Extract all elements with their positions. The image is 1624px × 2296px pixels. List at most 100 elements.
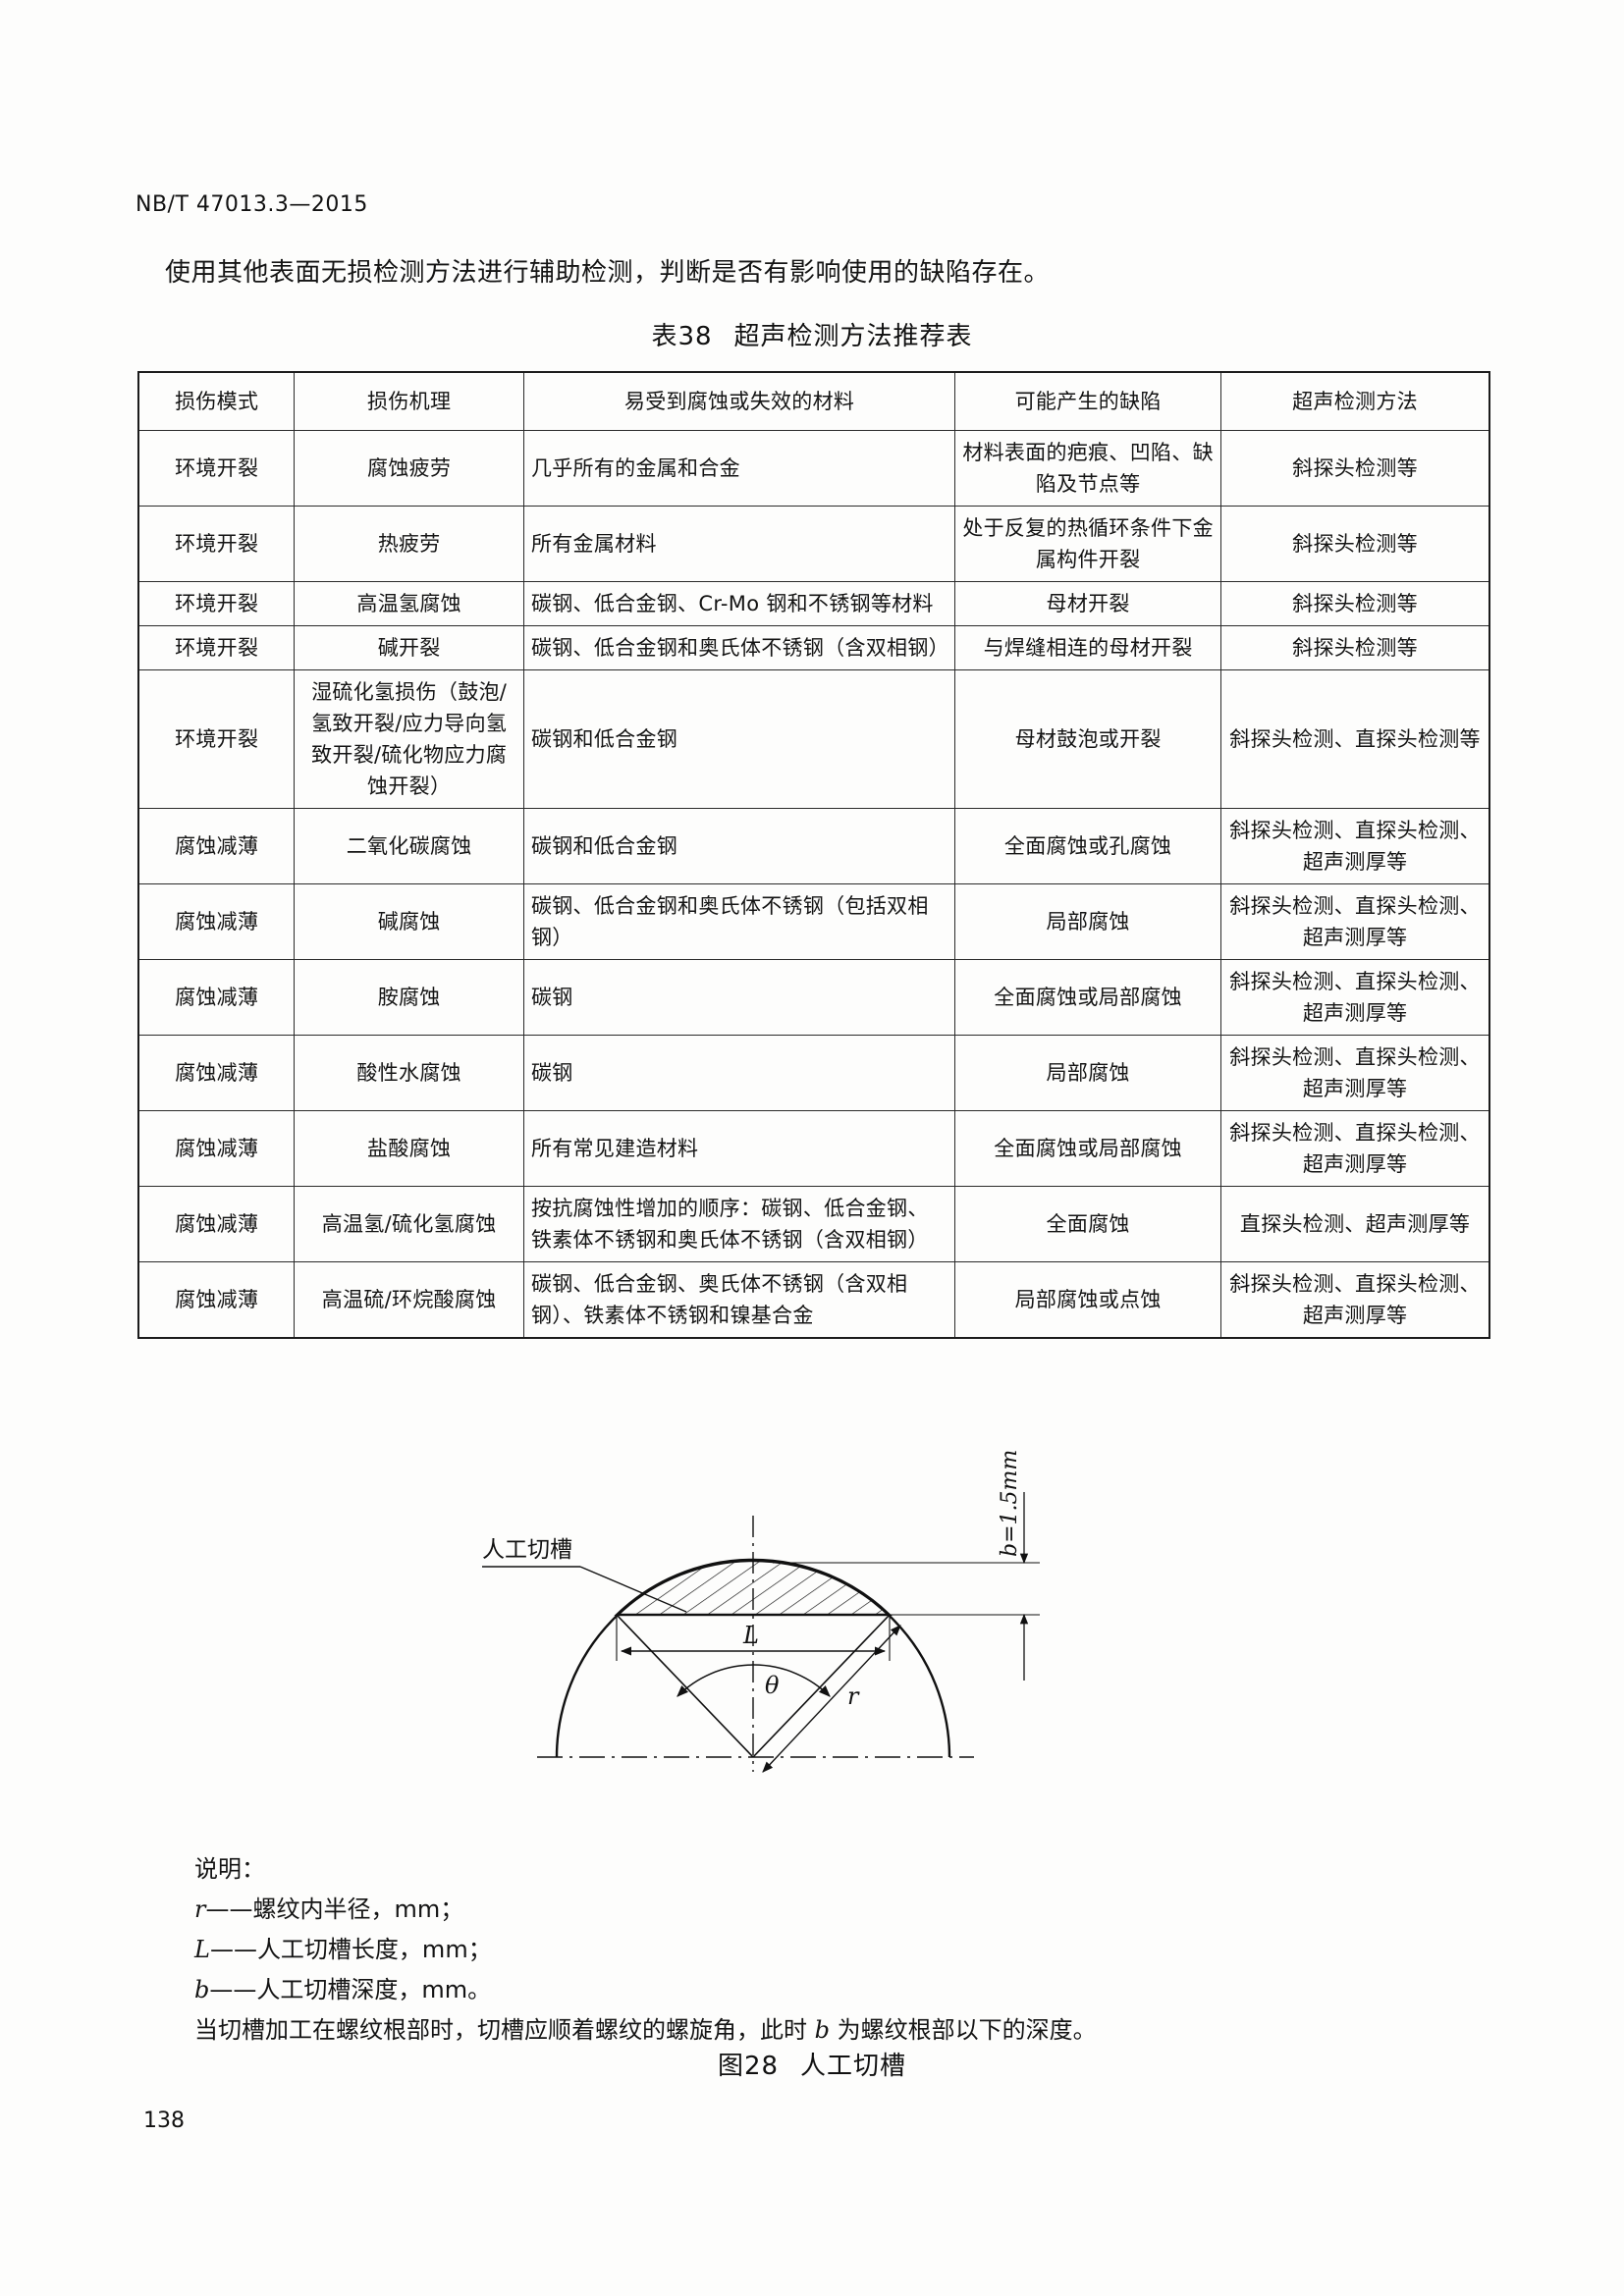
cell-ut-method: 斜探头检测、直探头检测、超声测厚等 — [1220, 1261, 1490, 1339]
table-row: 腐蚀减薄 胺腐蚀 碳钢 全面腐蚀或局部腐蚀 斜探头检测、直探头检测、超声测厚等 — [137, 959, 1490, 1036]
legend-item-r: r——螺纹内半径，mm； — [194, 1890, 1373, 1930]
cell-damage-mechanism: 高温硫/环烷酸腐蚀 — [294, 1261, 524, 1339]
cell-susceptible-material: 碳钢、低合金钢和奥氏体不锈钢（含双相钢） — [522, 625, 956, 670]
cell-susceptible-material: 碳钢和低合金钢 — [522, 669, 956, 809]
figure-label-angle: θ — [765, 1672, 780, 1699]
legend-note: 当切槽加工在螺纹根部时，切槽应顺着螺纹的螺旋角，此时 b 为螺纹根部以下的深度。 — [194, 2010, 1373, 2051]
cell-ut-method: 斜探头检测等 — [1220, 625, 1490, 670]
legend-dash-b: —— — [209, 1976, 257, 2003]
cell-ut-method: 斜探头检测、直探头检测、超声测厚等 — [1220, 959, 1490, 1036]
table-caption: 表38 超声检测方法推荐表 — [0, 316, 1624, 352]
cell-damage-mechanism: 高温氢腐蚀 — [294, 581, 524, 626]
cell-possible-defect: 全面腐蚀或孔腐蚀 — [954, 808, 1222, 884]
table-row: 环境开裂 碱开裂 碳钢、低合金钢和奥氏体不锈钢（含双相钢） 与焊缝相连的母材开裂 斜探头… — [137, 625, 1490, 670]
cell-damage-mechanism: 胺腐蚀 — [294, 959, 524, 1036]
intro-paragraph: 使用其他表面无损检测方法进行辅助检测，判断是否有影响使用的缺陷存在。 — [165, 258, 1051, 288]
table-row: 腐蚀减薄 盐酸腐蚀 所有常见建造材料 全面腐蚀或局部腐蚀 斜探头检测、直探头检测、超声测… — [137, 1110, 1490, 1187]
cell-susceptible-material: 碳钢 — [522, 959, 956, 1036]
cell-damage-mechanism: 湿硫化氢损伤（鼓泡/氢致开裂/应力导向氢致开裂/硫化物应力腐蚀开裂） — [294, 669, 524, 809]
table-row: 环境开裂 高温氢腐蚀 碳钢、低合金钢、Cr-Mo 钢和不锈钢等材料 母材开裂 斜探头检测… — [137, 581, 1490, 626]
cell-damage-mode: 腐蚀减薄 — [137, 1261, 296, 1339]
cell-ut-method: 斜探头检测等 — [1220, 506, 1490, 582]
figure-artificial-notch: 人工切槽 b=1.5mm L θ r — [0, 1433, 1624, 1845]
recommendation-table-wrapper: 损伤模式 损伤机理 易受到腐蚀或失效的材料 可能产生的缺陷 超声检测方法 环境开… — [137, 371, 1490, 1339]
cell-susceptible-material: 几乎所有的金属和合金 — [522, 430, 956, 507]
ultrasonic-method-recommendation-table: 损伤模式 损伤机理 易受到腐蚀或失效的材料 可能产生的缺陷 超声检测方法 环境开… — [137, 371, 1490, 1339]
cell-damage-mode: 腐蚀减薄 — [137, 1035, 296, 1111]
cell-susceptible-material: 按抗腐蚀性增加的顺序：碳钢、低合金钢、铁素体不锈钢和奥氏体不锈钢（含双相钢） — [522, 1186, 956, 1262]
column-header-damage-mechanism: 损伤机理 — [294, 371, 524, 431]
cell-susceptible-material: 所有金属材料 — [522, 506, 956, 582]
cell-susceptible-material: 所有常见建造材料 — [522, 1110, 956, 1187]
figure-legend: 说明： r——螺纹内半径，mm； L——人工切槽长度，mm； b——人工切槽深度… — [194, 1849, 1373, 2051]
cell-damage-mechanism: 碱开裂 — [294, 625, 524, 670]
cell-damage-mechanism: 碱腐蚀 — [294, 883, 524, 960]
column-header-susceptible-material: 易受到腐蚀或失效的材料 — [522, 371, 956, 431]
table-body: 环境开裂 腐蚀疲劳 几乎所有的金属和合金 材料表面的疤痕、凹陷、缺陷及节点等 斜探头检测… — [137, 430, 1490, 1339]
cell-susceptible-material: 碳钢和低合金钢 — [522, 808, 956, 884]
figure-label-notch: 人工切槽 — [482, 1537, 572, 1563]
figure-label-depth: b=1.5mm — [998, 1450, 1022, 1557]
cell-ut-method: 直探头检测、超声测厚等 — [1220, 1186, 1490, 1262]
cell-damage-mechanism: 腐蚀疲劳 — [294, 430, 524, 507]
cell-damage-mechanism: 盐酸腐蚀 — [294, 1110, 524, 1187]
legend-symbol-r: r — [194, 1896, 206, 1923]
cell-damage-mode: 腐蚀减薄 — [137, 883, 296, 960]
cell-possible-defect: 处于反复的热循环条件下金属构件开裂 — [954, 506, 1222, 582]
legend-text-b: 人工切槽深度，mm。 — [256, 1976, 492, 2003]
cell-possible-defect: 材料表面的疤痕、凹陷、缺陷及节点等 — [954, 430, 1222, 507]
table-row: 腐蚀减薄 酸性水腐蚀 碳钢 局部腐蚀 斜探头检测、直探头检测、超声测厚等 — [137, 1035, 1490, 1111]
cell-possible-defect: 全面腐蚀 — [954, 1186, 1222, 1262]
legend-item-L: L——人工切槽长度，mm； — [194, 1930, 1373, 1970]
figure-label-length: L — [742, 1622, 759, 1649]
cell-ut-method: 斜探头检测、直探头检测等 — [1220, 669, 1490, 809]
notch-diagram-svg: 人工切槽 b=1.5mm L θ r — [482, 1450, 1040, 1773]
page-number: 138 — [143, 2109, 185, 2133]
legend-symbol-L: L — [194, 1936, 210, 1963]
cell-damage-mechanism: 酸性水腐蚀 — [294, 1035, 524, 1111]
cell-possible-defect: 全面腐蚀或局部腐蚀 — [954, 1110, 1222, 1187]
figure-caption-number: 图28 — [717, 2052, 780, 2081]
cell-susceptible-material: 碳钢、低合金钢和奥氏体不锈钢（包括双相钢） — [522, 883, 956, 960]
cell-damage-mode: 环境开裂 — [137, 669, 296, 809]
table-row: 腐蚀减薄 高温硫/环烷酸腐蚀 碳钢、低合金钢、奥氏体不锈钢（含双相钢）、铁素体不锈钢… — [137, 1261, 1490, 1339]
column-header-ut-method: 超声检测方法 — [1220, 371, 1490, 431]
cell-ut-method: 斜探头检测、直探头检测、超声测厚等 — [1220, 808, 1490, 884]
legend-symbol-b: b — [194, 1976, 210, 2003]
cell-susceptible-material: 碳钢 — [522, 1035, 956, 1111]
legend-text-L: 人工切槽长度，mm； — [256, 1936, 492, 1963]
cell-ut-method: 斜探头检测、直探头检测、超声测厚等 — [1220, 1110, 1490, 1187]
legend-note-part1: 当切槽加工在螺纹根部时，切槽应顺着螺纹的螺旋角，此时 — [194, 2016, 815, 2044]
table-row: 环境开裂 腐蚀疲劳 几乎所有的金属和合金 材料表面的疤痕、凹陷、缺陷及节点等 斜探头检测… — [137, 430, 1490, 507]
cell-damage-mode: 环境开裂 — [137, 581, 296, 626]
cell-possible-defect: 母材鼓泡或开裂 — [954, 669, 1222, 809]
column-header-damage-mode: 损伤模式 — [137, 371, 296, 431]
table-row: 环境开裂 湿硫化氢损伤（鼓泡/氢致开裂/应力导向氢致开裂/硫化物应力腐蚀开裂） 碳钢… — [137, 669, 1490, 809]
document-header-standard-number: NB/T 47013.3—2015 — [135, 192, 368, 217]
cell-damage-mode: 环境开裂 — [137, 625, 296, 670]
cell-susceptible-material: 碳钢、低合金钢、奥氏体不锈钢（含双相钢）、铁素体不锈钢和镍基合金 — [522, 1261, 956, 1339]
table-row: 腐蚀减薄 碱腐蚀 碳钢、低合金钢和奥氏体不锈钢（包括双相钢） 局部腐蚀 斜探头检测、直探… — [137, 883, 1490, 960]
table-caption-number: 表38 — [651, 322, 713, 351]
legend-text-r: 螺纹内半径，mm； — [252, 1896, 464, 1923]
cell-ut-method: 斜探头检测、直探头检测、超声测厚等 — [1220, 883, 1490, 960]
table-row: 腐蚀减薄 二氧化碳腐蚀 碳钢和低合金钢 全面腐蚀或孔腐蚀 斜探头检测、直探头检测、超声测… — [137, 808, 1490, 884]
cell-ut-method: 斜探头检测、直探头检测、超声测厚等 — [1220, 1035, 1490, 1111]
table-header-row: 损伤模式 损伤机理 易受到腐蚀或失效的材料 可能产生的缺陷 超声检测方法 — [137, 371, 1490, 431]
column-header-possible-defect: 可能产生的缺陷 — [954, 371, 1222, 431]
cell-damage-mechanism: 二氧化碳腐蚀 — [294, 808, 524, 884]
cell-ut-method: 斜探头检测等 — [1220, 430, 1490, 507]
cell-susceptible-material: 碳钢、低合金钢、Cr-Mo 钢和不锈钢等材料 — [522, 581, 956, 626]
cell-possible-defect: 全面腐蚀或局部腐蚀 — [954, 959, 1222, 1036]
cell-damage-mode: 环境开裂 — [137, 430, 296, 507]
cell-ut-method: 斜探头检测等 — [1220, 581, 1490, 626]
legend-note-part2: 为螺纹根部以下的深度。 — [830, 2016, 1097, 2044]
cell-damage-mode: 腐蚀减薄 — [137, 1110, 296, 1187]
cell-possible-defect: 局部腐蚀或点蚀 — [954, 1261, 1222, 1339]
cell-possible-defect: 局部腐蚀 — [954, 883, 1222, 960]
cell-damage-mode: 腐蚀减薄 — [137, 1186, 296, 1262]
figure-caption-title: 人工切槽 — [800, 2052, 907, 2081]
cell-possible-defect: 母材开裂 — [954, 581, 1222, 626]
table-row: 环境开裂 热疲劳 所有金属材料 处于反复的热循环条件下金属构件开裂 斜探头检测等 — [137, 506, 1490, 582]
